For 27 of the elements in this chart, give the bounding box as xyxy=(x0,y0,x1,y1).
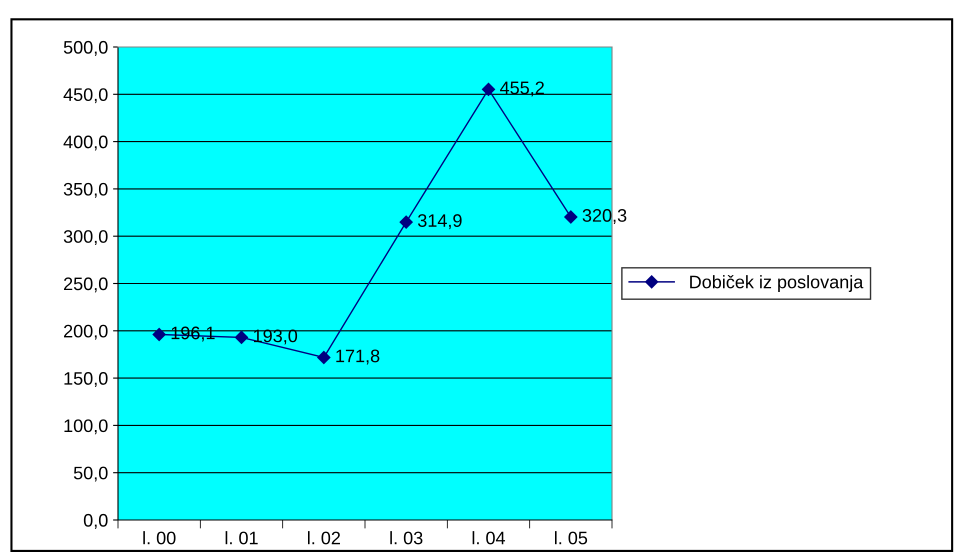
x-tick-label: l. 02 xyxy=(308,531,340,544)
y-tick-label: 300,0 xyxy=(64,230,108,246)
data-label: 455,2 xyxy=(500,81,544,96)
y-tick-label: 400,0 xyxy=(64,136,108,150)
data-label: 171,8 xyxy=(336,350,380,364)
x-tick-label: l. 04 xyxy=(472,531,506,544)
y-tick-label: 200,0 xyxy=(64,324,108,340)
point xyxy=(482,82,496,96)
x-tick-label: l. 05 xyxy=(554,531,588,544)
legend-label: Dobiček iz poslovanja xyxy=(690,275,864,292)
point xyxy=(234,330,248,344)
y-tick-label: 0,0 xyxy=(84,514,108,529)
data-label: 314,9 xyxy=(418,214,462,230)
y-tick-label: 250,0 xyxy=(64,277,108,292)
y-tick-label: 350,0 xyxy=(64,182,108,198)
x-tick-label: l. 00 xyxy=(143,531,176,544)
y-tick-label: 450,0 xyxy=(64,88,108,104)
y-tick-label: 100,0 xyxy=(64,419,108,434)
y-tick-label: 50,0 xyxy=(74,466,108,482)
y-tick-label: 150,0 xyxy=(64,372,108,387)
x-tick-label: l. 01 xyxy=(226,531,258,544)
x-tick-label: l. 03 xyxy=(390,531,422,544)
point xyxy=(317,350,330,364)
point xyxy=(564,210,578,224)
y-tick-label: 500,0 xyxy=(64,40,108,56)
point xyxy=(152,328,166,342)
point xyxy=(400,216,413,229)
